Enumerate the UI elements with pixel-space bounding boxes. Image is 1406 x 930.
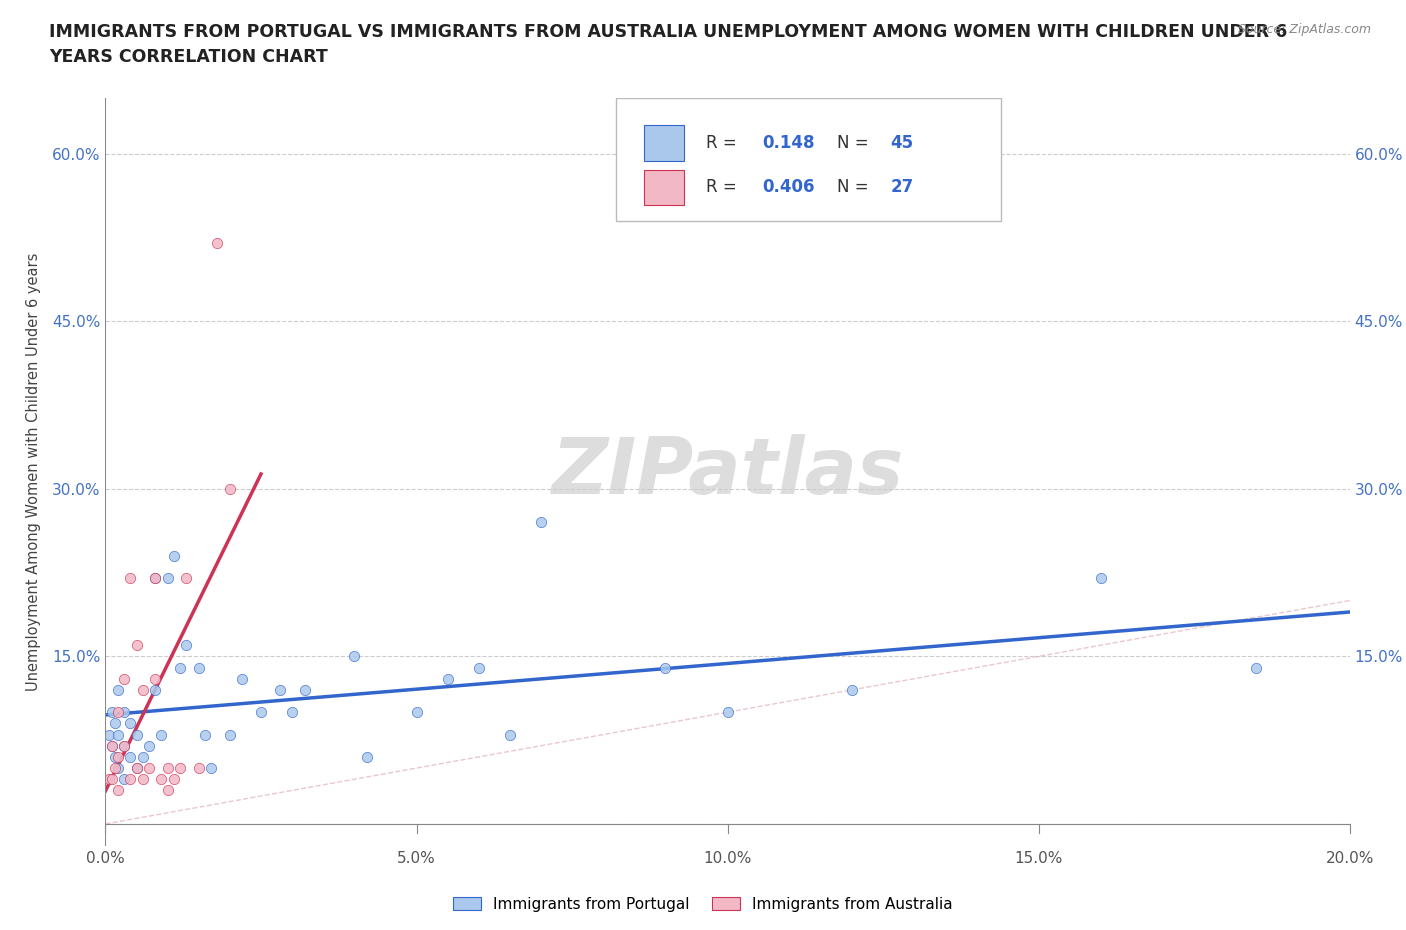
Point xyxy=(97,727,120,742)
Point xyxy=(138,738,160,753)
Point xyxy=(143,683,166,698)
Point xyxy=(150,727,173,742)
Point xyxy=(138,761,160,776)
Text: Source: ZipAtlas.com: Source: ZipAtlas.com xyxy=(1237,23,1371,36)
Text: 45: 45 xyxy=(890,134,914,152)
Bar xyxy=(644,169,685,206)
Point xyxy=(218,482,242,497)
Point xyxy=(405,705,427,720)
Point xyxy=(187,660,209,675)
Point xyxy=(163,772,186,787)
Point xyxy=(132,772,155,787)
Point xyxy=(654,660,676,675)
Point xyxy=(169,660,191,675)
Text: 27: 27 xyxy=(890,179,914,196)
Point xyxy=(143,571,166,586)
Text: N =: N = xyxy=(837,134,875,152)
Text: YEARS CORRELATION CHART: YEARS CORRELATION CHART xyxy=(49,48,328,66)
Point xyxy=(104,750,127,764)
Point xyxy=(107,705,129,720)
Point xyxy=(104,761,127,776)
Point xyxy=(107,750,129,764)
Point xyxy=(176,571,198,586)
Point xyxy=(125,761,148,776)
Point xyxy=(499,727,522,742)
Point xyxy=(467,660,489,675)
Point xyxy=(143,671,166,686)
Point xyxy=(120,750,142,764)
Point xyxy=(1246,660,1268,675)
Point xyxy=(100,738,122,753)
Point xyxy=(156,783,179,798)
Legend: Immigrants from Portugal, Immigrants from Australia: Immigrants from Portugal, Immigrants fro… xyxy=(447,890,959,918)
Point xyxy=(112,772,135,787)
Point xyxy=(107,683,129,698)
Point xyxy=(200,761,222,776)
Point xyxy=(150,772,173,787)
Point xyxy=(530,515,553,530)
Point xyxy=(120,716,142,731)
Point xyxy=(218,727,242,742)
Point xyxy=(176,638,198,653)
Point xyxy=(187,761,209,776)
Point xyxy=(125,761,148,776)
Text: ZIPatlas: ZIPatlas xyxy=(551,434,904,510)
Point xyxy=(1090,571,1112,586)
Point xyxy=(112,738,135,753)
Text: N =: N = xyxy=(837,179,875,196)
Point xyxy=(269,683,291,698)
Point xyxy=(132,683,155,698)
Point xyxy=(343,649,366,664)
Text: 0.406: 0.406 xyxy=(762,179,815,196)
Point xyxy=(107,783,129,798)
Point xyxy=(143,571,166,586)
Point xyxy=(231,671,253,686)
Point xyxy=(112,738,135,753)
Point xyxy=(841,683,863,698)
Point xyxy=(120,772,142,787)
Point xyxy=(112,705,135,720)
Point xyxy=(156,761,179,776)
Point xyxy=(163,549,186,564)
Text: R =: R = xyxy=(706,179,742,196)
Bar xyxy=(644,125,685,161)
Point xyxy=(194,727,217,742)
Point xyxy=(120,571,142,586)
Point xyxy=(436,671,458,686)
Point xyxy=(132,750,155,764)
Text: R =: R = xyxy=(706,134,742,152)
Point xyxy=(294,683,316,698)
Point xyxy=(125,638,148,653)
Point xyxy=(104,716,127,731)
Point xyxy=(169,761,191,776)
Point xyxy=(207,235,229,250)
Point xyxy=(250,705,273,720)
Point xyxy=(100,738,122,753)
Point xyxy=(125,727,148,742)
Point xyxy=(112,671,135,686)
Point xyxy=(97,772,120,787)
Point xyxy=(281,705,304,720)
Point xyxy=(107,761,129,776)
Point xyxy=(156,571,179,586)
Text: IMMIGRANTS FROM PORTUGAL VS IMMIGRANTS FROM AUSTRALIA UNEMPLOYMENT AMONG WOMEN W: IMMIGRANTS FROM PORTUGAL VS IMMIGRANTS F… xyxy=(49,23,1288,41)
Point xyxy=(100,772,122,787)
Point xyxy=(356,750,378,764)
Point xyxy=(100,705,122,720)
Y-axis label: Unemployment Among Women with Children Under 6 years: Unemployment Among Women with Children U… xyxy=(25,253,41,691)
Point xyxy=(717,705,740,720)
FancyBboxPatch shape xyxy=(616,98,1001,221)
Text: 0.148: 0.148 xyxy=(762,134,815,152)
Point xyxy=(107,727,129,742)
